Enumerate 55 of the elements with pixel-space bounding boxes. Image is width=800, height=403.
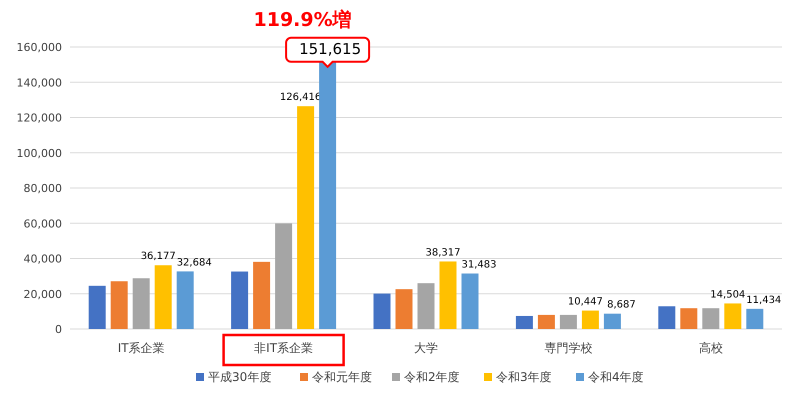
- x-tick-label: 非IT系企業: [254, 341, 314, 355]
- y-tick-label: 160,000: [16, 41, 62, 54]
- data-label: 126,416: [280, 92, 322, 104]
- bar: [440, 261, 456, 329]
- bar: [275, 223, 292, 329]
- bar: [154, 265, 172, 329]
- legend-label: 平成30年度: [208, 370, 272, 384]
- bar: [110, 281, 128, 329]
- bar: [396, 289, 412, 329]
- bar: [319, 62, 336, 329]
- text: 119.9%増: [254, 8, 352, 31]
- bar: [253, 262, 270, 329]
- bar: [702, 308, 720, 329]
- data-label: 31,483: [462, 260, 496, 271]
- data-label: 36,177: [140, 251, 176, 262]
- legend-label: 令和元年度: [312, 370, 372, 384]
- x-tick-label: 高校: [698, 341, 723, 355]
- bar: [658, 306, 676, 329]
- data-label: 32,684: [176, 257, 212, 268]
- bar: [560, 314, 577, 329]
- x-tick-label: IT系企業: [118, 341, 165, 355]
- x-tick-label: 大学: [414, 341, 438, 355]
- bar: [374, 294, 390, 329]
- bar: [418, 283, 434, 329]
- bar: [604, 314, 621, 329]
- y-tick-label: 40,000: [24, 252, 62, 266]
- bar: [297, 106, 314, 329]
- bar: [231, 272, 248, 329]
- bar: [724, 303, 742, 329]
- y-tick-label: 60,000: [24, 217, 62, 230]
- bar: [132, 278, 150, 329]
- y-tick-label: 0: [55, 323, 62, 336]
- bar: [538, 314, 555, 329]
- y-tick-label: 80,000: [24, 182, 62, 195]
- y-tick-label: 20,000: [24, 288, 62, 301]
- bar: [88, 286, 106, 329]
- bar: [176, 271, 194, 329]
- y-tick-label: 120,000: [16, 112, 62, 124]
- bar: [746, 308, 764, 329]
- y-tick-label: 140,000: [16, 76, 62, 90]
- data-label: 11,434: [746, 294, 782, 306]
- bar: [680, 308, 698, 329]
- x-tick-label: 専門学校: [544, 341, 592, 355]
- legend-label: 令和3年度: [496, 370, 552, 384]
- data-label: 38,317: [426, 247, 460, 258]
- data-label: 14,504: [710, 289, 746, 300]
- legend-label: 令和4年度: [588, 370, 644, 384]
- bar: [582, 310, 599, 329]
- bar: [516, 316, 533, 329]
- data-label: 8,687: [607, 300, 636, 311]
- legend-label: 令和2年度: [404, 370, 460, 384]
- data-label: 10,447: [568, 296, 603, 308]
- bar: [462, 274, 478, 329]
- data-label: 151,615: [299, 40, 362, 58]
- y-tick-label: 100,000: [16, 146, 62, 160]
